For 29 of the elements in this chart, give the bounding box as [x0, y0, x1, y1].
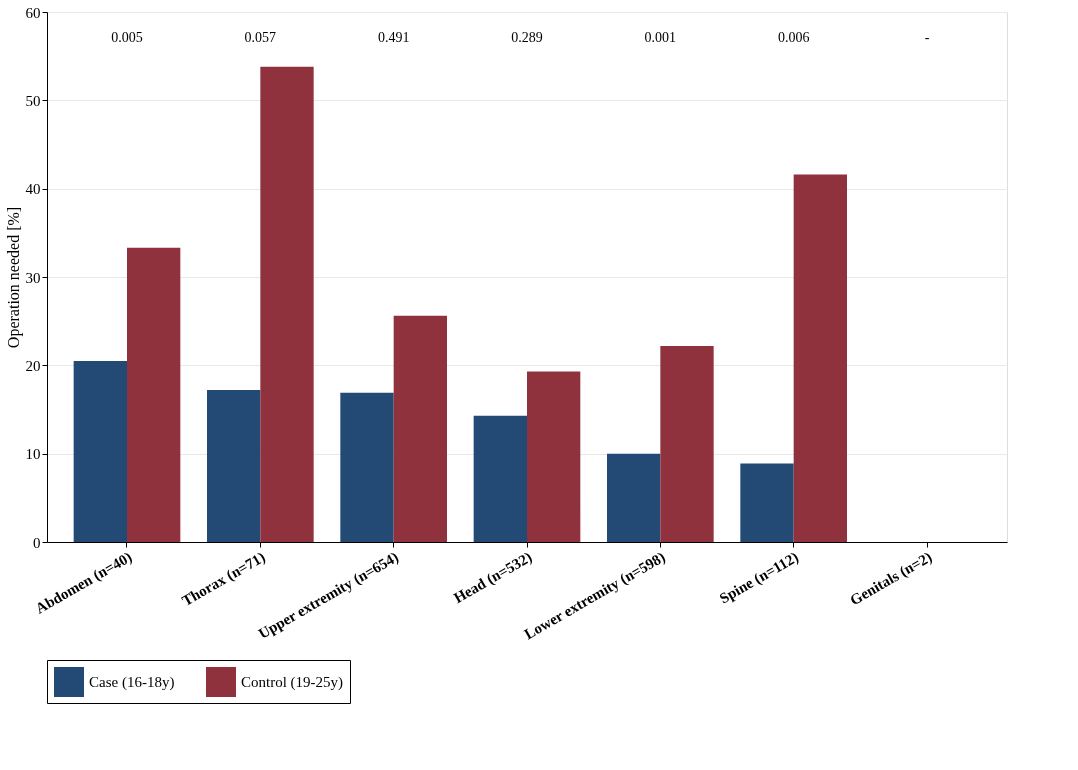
y-tick-label: 30: [25, 269, 41, 286]
y-tick-label: 40: [25, 181, 41, 198]
bar: [473, 415, 527, 542]
bar: [260, 66, 314, 542]
y-tick-label: 0: [33, 534, 41, 551]
legend-label: Case (16-18y): [89, 674, 175, 691]
annotation: 0.289: [511, 30, 543, 45]
annotation: 0.005: [111, 30, 143, 45]
legend-label: Control (19-25y): [241, 674, 344, 691]
annotation: 0.006: [777, 30, 810, 45]
bar: [607, 453, 661, 542]
bar: [527, 371, 581, 542]
annotation: 0.001: [644, 30, 677, 45]
bar: [73, 360, 127, 542]
annotation: 0.491: [377, 30, 410, 45]
bar: [207, 390, 261, 542]
annotation: 0.057: [244, 30, 277, 45]
y-tick-label: 50: [25, 92, 41, 109]
bar: [660, 345, 714, 542]
y-tick-label: 20: [25, 357, 41, 374]
bar: [740, 463, 794, 542]
y-tick-label: 60: [25, 4, 41, 21]
bar: [340, 392, 394, 542]
bar: [393, 315, 447, 542]
bar: [127, 247, 181, 542]
y-tick-label: 10: [25, 446, 41, 463]
bar: [793, 174, 847, 542]
annotation: -: [924, 30, 930, 45]
y-axis-title: Operation needed [%]: [4, 206, 23, 349]
